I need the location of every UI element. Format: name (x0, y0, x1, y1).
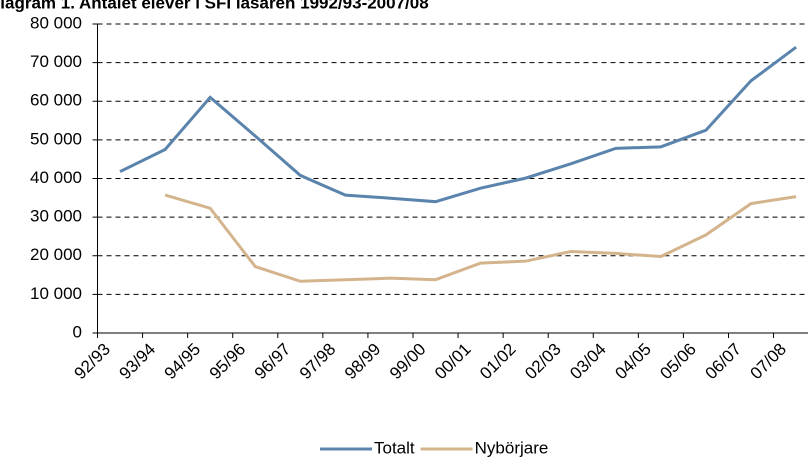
x-tick-label: 00/01 (431, 340, 475, 384)
y-tick-label: 0 (73, 322, 82, 341)
x-tick-label: 04/05 (611, 340, 655, 384)
x-tick-label: 97/98 (296, 340, 340, 384)
x-tick-label: 07/08 (747, 340, 791, 384)
x-tick-label: 93/94 (116, 340, 160, 384)
x-tick-label: 01/02 (476, 340, 520, 384)
y-tick-label: 50 000 (30, 129, 82, 148)
x-tick-label: 99/00 (386, 340, 430, 384)
y-tick-label: 60 000 (30, 91, 82, 110)
x-tick-label: 94/95 (161, 340, 205, 384)
x-tick-label: 98/99 (341, 340, 385, 384)
y-tick-label: 40 000 (30, 168, 82, 187)
legend-label: Totalt (374, 438, 415, 457)
x-tick-label: 06/07 (701, 340, 745, 384)
x-tick-label: 96/97 (251, 340, 295, 384)
y-tick-label: 80 000 (30, 13, 82, 32)
x-tick-label: 02/03 (521, 340, 565, 384)
chart-title: Diagram 1. Antalet elever i SFI läsåren … (0, 0, 429, 12)
x-tick-label: 03/04 (566, 340, 610, 384)
x-tick-label: 05/06 (656, 340, 700, 384)
series-line (164, 193, 797, 283)
y-tick-label: 70 000 (30, 52, 82, 71)
y-tick-label: 30 000 (30, 207, 82, 226)
series-line (119, 45, 797, 204)
y-tick-label: 20 000 (30, 245, 82, 264)
x-tick-label: 92/93 (71, 340, 115, 384)
legend-label: Nybörjare (475, 438, 549, 457)
x-tick-label: 95/96 (206, 340, 250, 384)
y-tick-label: 10 000 (30, 284, 82, 303)
